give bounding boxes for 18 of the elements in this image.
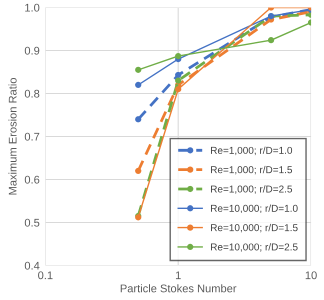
y-tick-label: 0.6 (24, 176, 40, 184)
y-axis-title: Maximum Erosion Ratio (8, 78, 17, 195)
legend-label: Re=1,000; r/D=2.5 (211, 185, 292, 194)
legend-label: Re=1,000; r/D=1.0 (211, 146, 292, 156)
x-axis-title: Particle Stokes Number (120, 284, 236, 292)
y-tick-label: 0.5 (24, 218, 40, 227)
y-tick-label: 0.9 (24, 46, 40, 55)
y-tick-label: 1.0 (25, 4, 40, 12)
legend-label: Re=10,000; r/D=2.5 (211, 243, 298, 252)
legend-label: Re=1,000; r/D=1.5 (211, 166, 292, 174)
y-tick-label: 0.4 (24, 262, 40, 270)
x-tick-label: 1 (176, 271, 181, 280)
x-tick-label: 10 (306, 271, 317, 280)
y-tick-label: 0.8 (24, 90, 40, 98)
x-tick-label: 0.1 (38, 271, 53, 280)
legend-label: Re=10,000; r/D=1.0 (211, 204, 298, 214)
legend-label: Re=10,000; r/D=1.5 (211, 224, 298, 232)
y-tick-label: 0.7 (24, 132, 40, 141)
